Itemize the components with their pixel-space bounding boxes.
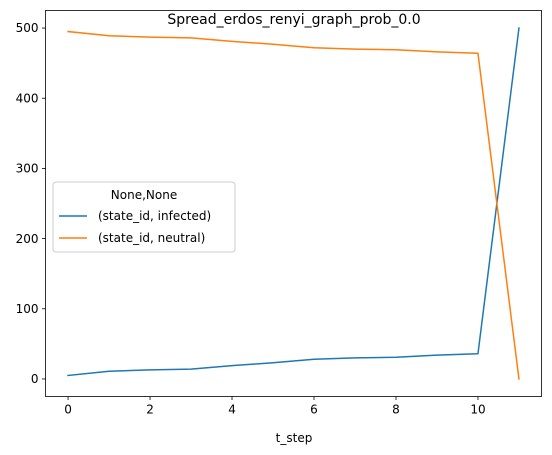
y-tick-label: 400 [16,91,39,105]
x-tick-label: 4 [228,403,236,417]
series-line-0 [67,27,520,377]
legend-box [52,181,236,253]
x-tick-label: 10 [470,403,485,417]
x-tick-label: 0 [64,403,72,417]
y-tick-label: 300 [16,162,39,176]
x-tick-label: 6 [310,403,318,417]
x-axis-ticks: 0 2 4 6 8 10 [64,396,486,417]
y-tick-label: 100 [16,302,39,316]
chart-title: Spread_erdos_renyi_graph_prob_0.0 [167,12,420,28]
plot-lines [67,27,520,380]
series-line-1 [67,30,520,380]
legend-label-1: (state_id, neutral) [98,231,205,245]
x-axis-label: t_step [276,431,313,445]
plot-frame [45,10,542,397]
x-tick-label: 2 [146,403,154,417]
legend-title: None,None [111,188,177,202]
y-tick-label: 0 [31,372,39,386]
legend: None,None (state_id, infected) (state_id,… [52,181,236,253]
legend-label-0: (state_id, infected) [98,209,211,223]
y-axis-ticks: 0 100 200 300 400 500 [16,21,46,386]
y-tick-label: 500 [16,21,39,35]
y-tick-label: 200 [16,232,39,246]
x-tick-label: 8 [392,403,400,417]
